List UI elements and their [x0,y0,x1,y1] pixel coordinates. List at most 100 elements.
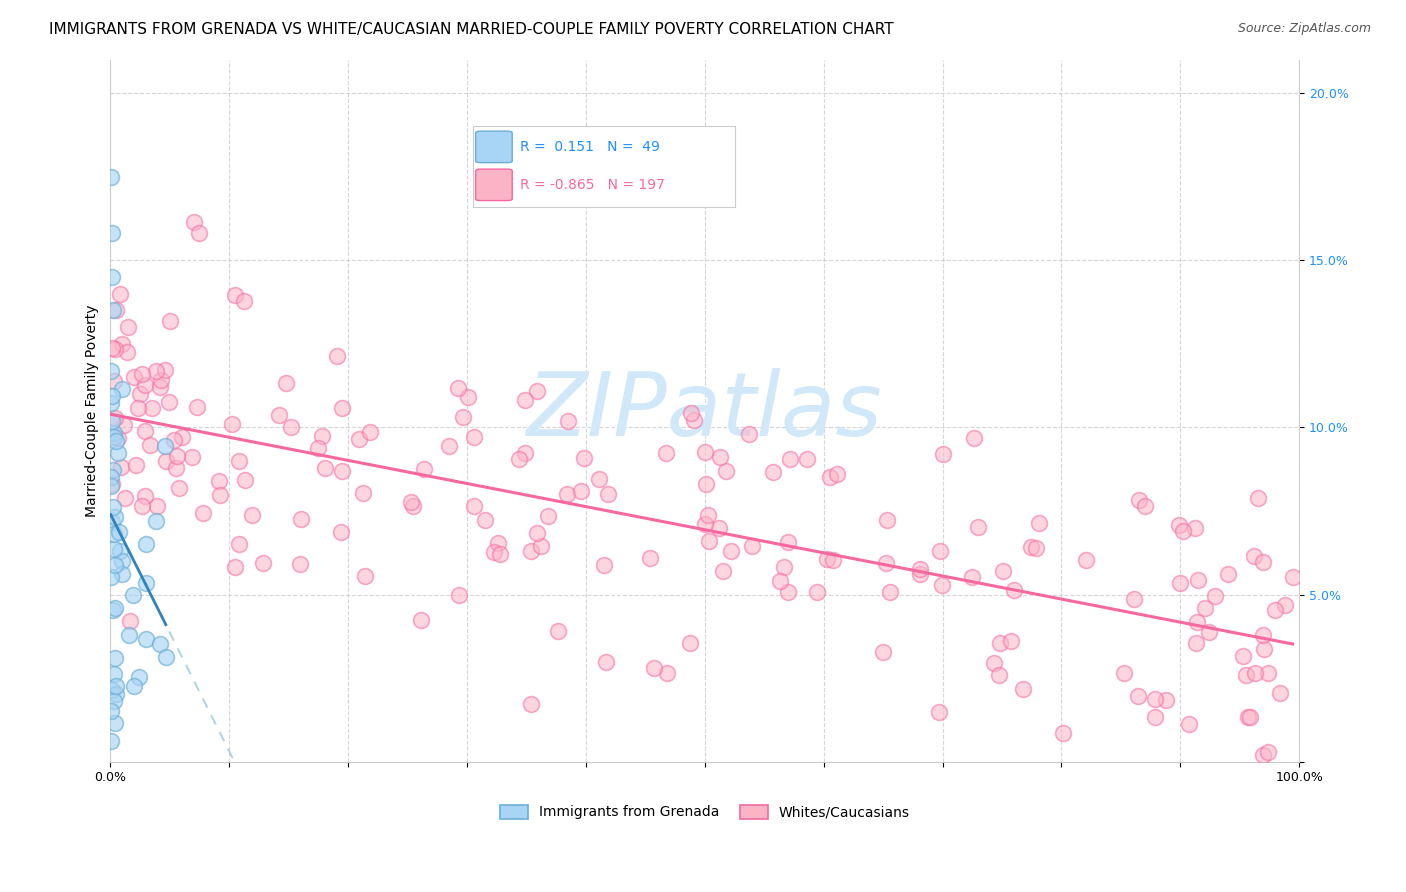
Point [557,413,579,427]
Point [117,320,139,334]
Point [773,559,796,574]
Point [101,389,124,403]
Point [101,303,124,318]
Point [105,434,128,448]
Point [515,445,537,459]
Point [104,510,127,524]
Point [110,459,132,474]
Point [103,694,125,708]
Point [695,477,717,491]
Point [474,513,496,527]
Point [101,603,124,617]
Point [118,628,141,642]
Point [155,454,177,468]
Point [186,401,208,415]
Point [778,585,800,599]
Point [537,508,560,523]
Point [1000,633,1022,648]
Point [825,467,848,481]
Point [963,431,986,445]
Point [111,566,134,581]
Point [928,544,950,558]
Text: Source: ZipAtlas.com: Source: ZipAtlas.com [1237,22,1371,36]
Point [153,439,176,453]
Point [778,534,800,549]
Point [149,636,172,650]
Point [1234,667,1257,681]
Point [290,512,312,526]
Point [135,576,157,591]
Point [104,558,127,573]
Point [100,169,122,184]
Point [1257,666,1279,681]
Point [1232,649,1254,664]
Point [1247,491,1270,506]
Point [908,566,931,581]
Point [354,568,377,582]
Point [352,485,374,500]
Point [555,486,578,500]
Point [1251,628,1274,642]
Point [235,473,257,487]
Point [711,564,734,578]
Point [267,408,290,422]
Point [145,514,167,528]
Point [489,547,512,561]
Text: IMMIGRANTS FROM GRENADA VS WHITE/CAUCASIAN MARRIED-COUPLE FAMILY POVERTY CORRELA: IMMIGRANTS FROM GRENADA VS WHITE/CAUCASI… [49,22,894,37]
Point [457,390,479,404]
Point [1123,592,1146,607]
Point [122,370,145,384]
Point [1143,692,1166,706]
Point [482,545,505,559]
Point [1257,745,1279,759]
Point [103,526,125,541]
Point [1012,681,1035,696]
Point [1244,666,1267,681]
Point [1025,541,1047,556]
Point [447,589,470,603]
Point [1178,717,1201,731]
Point [872,645,894,659]
Point [1187,573,1209,587]
Point [1251,555,1274,569]
Point [159,314,181,328]
Point [224,288,246,302]
Point [115,344,138,359]
Point [1274,598,1296,612]
Point [242,508,264,522]
Point [228,454,250,468]
Point [208,475,231,489]
Point [104,410,127,425]
Point [679,636,702,650]
Point [806,585,828,599]
Point [325,349,347,363]
Point [1171,524,1194,538]
Point [815,551,838,566]
Point [1268,686,1291,700]
Point [520,543,543,558]
Point [1143,709,1166,723]
Point [208,488,231,502]
Point [463,430,485,444]
Point [1156,693,1178,707]
Point [307,441,329,455]
Point [103,426,125,441]
Point [118,614,141,628]
Point [769,574,792,589]
Point [987,668,1010,682]
Point [1185,615,1208,629]
Point [134,489,156,503]
Point [1239,710,1261,724]
Point [513,393,536,408]
Point [111,336,134,351]
Point [347,432,370,446]
Point [486,536,509,550]
Point [779,451,801,466]
Point [103,430,125,444]
Point [638,550,661,565]
Point [155,650,177,665]
Point [114,491,136,505]
Point [165,461,187,475]
Point [1168,576,1191,591]
Point [111,554,134,568]
